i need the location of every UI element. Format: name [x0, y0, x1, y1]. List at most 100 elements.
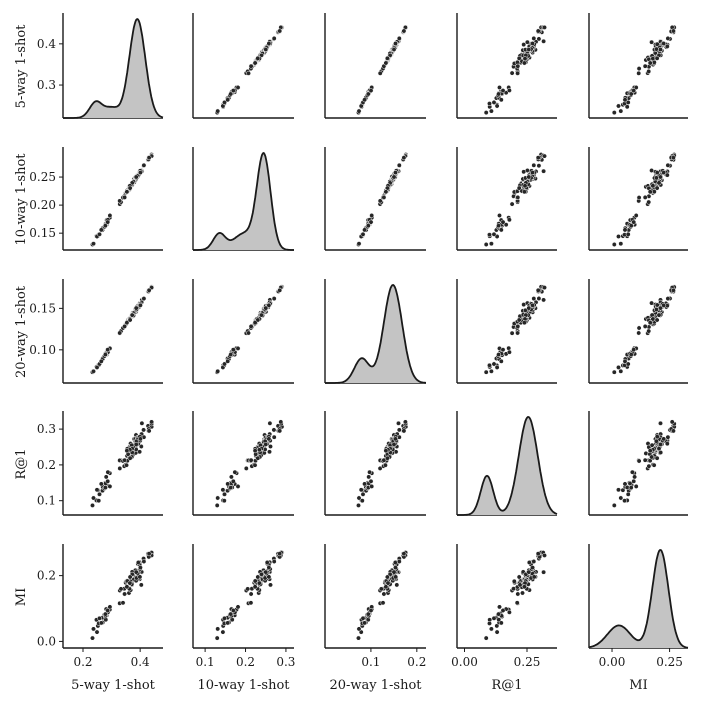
scatter-point	[536, 36, 542, 42]
scatter-point	[278, 419, 284, 425]
scatter-point	[628, 485, 634, 491]
scatter-point	[521, 302, 527, 308]
scatter-point	[654, 55, 660, 61]
panel-5-way-1-shot-vs-5-way-1-shot: 0.3 0.4 5-way 1-shot	[14, 13, 164, 119]
scatter-point	[670, 287, 676, 293]
scatter-point	[103, 474, 109, 480]
scatter-point	[631, 88, 637, 94]
panel-r-at-1-vs-mi	[588, 411, 688, 516]
scatter-point	[137, 436, 143, 442]
scatter-point	[396, 162, 402, 168]
scatter-point	[483, 110, 489, 116]
scatter-point	[522, 56, 528, 62]
scatter-point	[402, 419, 408, 425]
scatter-point	[542, 552, 547, 558]
scatter-point	[653, 307, 659, 312]
scatter-point	[277, 287, 283, 293]
panel-10-way-1-shot-vs-20-way-1-shot	[324, 147, 426, 251]
scatter-point	[636, 330, 642, 336]
scatter-point	[542, 153, 547, 159]
scatter-point	[252, 462, 258, 468]
kde-curve-20-way-1-shot	[325, 284, 426, 384]
scatter-point	[665, 434, 671, 440]
scatter-point	[384, 55, 390, 61]
scatter-point	[500, 219, 506, 225]
scatter-point	[670, 428, 676, 434]
scatter-point	[248, 323, 254, 329]
scatter-point	[498, 227, 504, 233]
scatter-point	[271, 427, 277, 433]
scatter-point	[642, 323, 648, 329]
scatter-point	[255, 55, 261, 61]
y-tick-label: 0.15	[29, 301, 56, 315]
y-tick-label: 0.3	[37, 422, 56, 436]
scatter-point	[97, 231, 102, 237]
scatter-point	[96, 498, 102, 504]
scatter-point	[102, 611, 108, 617]
scatter-point	[514, 600, 520, 606]
scatter-point	[642, 194, 648, 200]
scatter-point	[611, 502, 617, 508]
scatter-point	[542, 24, 547, 30]
scatter-point	[127, 574, 133, 580]
y-tick-label: 0.0	[37, 634, 56, 648]
scatter-point	[91, 368, 96, 374]
scatter-point	[149, 419, 155, 425]
scatter-point	[646, 199, 652, 205]
scatter-point	[521, 189, 527, 195]
scatter-point	[266, 302, 272, 308]
scatter-point	[494, 103, 500, 109]
scatter-point	[356, 241, 362, 247]
scatter-point	[616, 487, 621, 493]
scatter-point	[228, 352, 234, 358]
scatter-point	[356, 635, 361, 641]
scatter-point	[542, 285, 547, 291]
scatter-point	[98, 481, 104, 487]
scatter-point	[263, 305, 269, 311]
scatter-point	[656, 446, 662, 452]
scatter-point	[647, 60, 653, 66]
scatter-point	[146, 287, 152, 293]
scatter-point	[498, 358, 504, 364]
scatter-point	[90, 635, 95, 641]
scatter-point	[214, 635, 220, 641]
scatter-point	[643, 450, 649, 456]
scatter-point	[665, 162, 671, 168]
kde-curve-mi	[588, 549, 689, 649]
scatter-point	[536, 296, 542, 301]
scatter-point	[107, 213, 113, 218]
scatter-point	[382, 462, 388, 468]
scatter-point	[664, 441, 670, 447]
scatter-point	[393, 565, 398, 571]
scatter-point	[521, 584, 527, 590]
scatter-point	[393, 436, 398, 442]
scatter-point	[488, 368, 494, 374]
scatter-point	[102, 223, 108, 229]
scatter-point	[266, 436, 272, 442]
scatter-point	[535, 551, 541, 557]
scatter-point	[487, 362, 492, 368]
scatter-point	[366, 474, 372, 480]
scatter-point	[365, 91, 371, 97]
scatter-point	[531, 296, 537, 302]
scatter-point	[636, 66, 642, 72]
scatter-point	[649, 442, 655, 448]
scatter-point	[396, 427, 402, 433]
scatter-point	[360, 231, 366, 237]
scatter-point	[267, 420, 273, 426]
panel-r-at-1-vs-20-way-1-shot	[324, 411, 426, 516]
scatter-point	[665, 296, 671, 302]
scatter-point	[385, 580, 391, 586]
scatter-point	[256, 447, 262, 453]
scatter-point	[377, 198, 383, 204]
scatter-point	[122, 457, 128, 463]
y-axis-label-5-way-1-shot: 5-way 1-shot	[14, 24, 29, 109]
scatter-point	[133, 569, 139, 575]
scatter-point	[650, 183, 656, 189]
scatter-point	[491, 231, 497, 237]
scatter-point	[618, 495, 624, 501]
scatter-point	[268, 582, 273, 588]
scatter-point	[516, 185, 522, 191]
scatter-point	[521, 320, 527, 326]
